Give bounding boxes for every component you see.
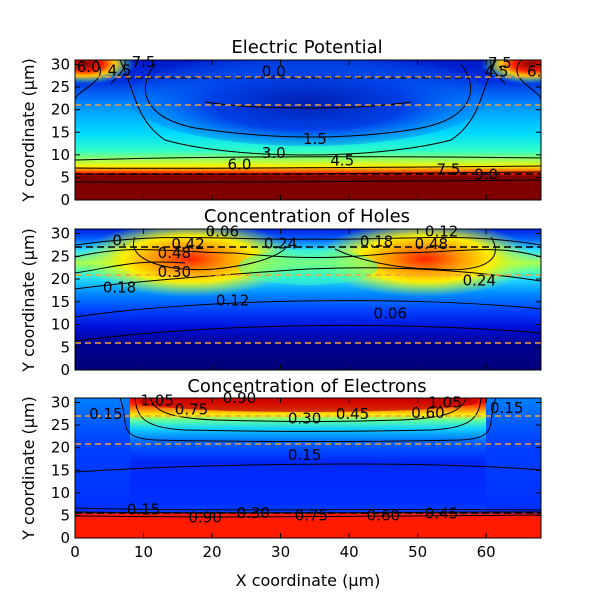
x-ticks: 0 10 20 30 40 50 60 bbox=[70, 398, 496, 561]
y-tick-label: 15 bbox=[51, 123, 70, 141]
contour-label: 0.12 bbox=[216, 291, 249, 309]
x-tick-label: 30 bbox=[271, 543, 290, 561]
plot-frame bbox=[74, 59, 542, 201]
y-tick-label: 25 bbox=[51, 416, 70, 434]
contour-label: 0.15 bbox=[89, 405, 122, 423]
y-tick-label: 5 bbox=[60, 506, 70, 524]
y-tick-label: 25 bbox=[51, 78, 70, 96]
contour-labels: 0. 0.420.480.060.240.300.180.120.480.18 0.… bbox=[103, 222, 496, 322]
y-tick-label: 30 bbox=[51, 394, 70, 412]
x-tick-label: 60 bbox=[477, 543, 496, 561]
contour-label: 0.06 bbox=[206, 222, 239, 240]
y-tick-label: 30 bbox=[51, 225, 70, 243]
contour-label: 9.0 bbox=[474, 165, 498, 183]
contour-label: 6.0 bbox=[228, 155, 252, 173]
x-tick-label: 50 bbox=[408, 543, 427, 561]
potential-panel: Electric Potential 6.0 4.5 7.50.0 7.54. bbox=[19, 37, 542, 209]
contour-label: 0.15 bbox=[288, 446, 321, 464]
contour-labels: 6.0 4.5 7.50.0 7.54.5 6.1.53.0 4.56.0 7.5 9.0 bbox=[77, 53, 542, 183]
contour-label: 0.75 bbox=[295, 506, 328, 524]
contour-label: 0.24 bbox=[264, 235, 297, 253]
x-ticks bbox=[74, 60, 487, 200]
contour-label: 1.5 bbox=[303, 130, 327, 148]
plot-frame bbox=[74, 228, 542, 371]
electrons-panel: Concentration of Electrons 0.151.05 0.900… bbox=[19, 376, 542, 561]
y-ticks: 0 5 10 15 20 25 30 bbox=[51, 394, 541, 547]
y-tick-label: 10 bbox=[51, 316, 70, 334]
contour-label: 0.12 bbox=[425, 222, 458, 240]
x-tick-label: 40 bbox=[340, 543, 359, 561]
y-tick-label: 5 bbox=[60, 338, 70, 356]
y-axis-label: Y coordinate (µm) bbox=[19, 396, 38, 541]
contour-label: 6. bbox=[527, 62, 541, 80]
panel-title: Concentration of Holes bbox=[204, 206, 410, 227]
contour-label: 0.18 bbox=[103, 279, 136, 297]
contour-label: 7.5 bbox=[488, 54, 512, 72]
contour-label: 0.60 bbox=[367, 506, 400, 524]
contour-label: 0.18 bbox=[360, 233, 393, 251]
panel-title: Electric Potential bbox=[231, 37, 382, 58]
x-axis-label: X coordinate (µm) bbox=[236, 571, 381, 590]
potential-plot-area bbox=[75, 60, 541, 200]
y-tick-label: 5 bbox=[60, 168, 70, 186]
contour-label: 0.90 bbox=[189, 509, 222, 527]
contour-label: 0. bbox=[112, 231, 126, 249]
contour-label: 0.30 bbox=[288, 409, 321, 427]
y-tick-label: 0 bbox=[60, 529, 70, 547]
contour-label: 0.0 bbox=[262, 62, 286, 80]
contour-label: 6.0 bbox=[77, 58, 101, 76]
y-tick-label: 20 bbox=[51, 439, 70, 457]
contour-label: 3.0 bbox=[262, 144, 286, 162]
x-tick-label: 10 bbox=[134, 543, 153, 561]
y-tick-label: 30 bbox=[51, 56, 70, 74]
contour-label: 0.06 bbox=[374, 305, 407, 323]
y-tick-label: 0 bbox=[60, 361, 70, 379]
contour-label: 0.45 bbox=[425, 505, 458, 523]
contour-label: 4.5 bbox=[330, 152, 354, 170]
plot-frame bbox=[74, 397, 542, 539]
contour-label: 4.5 bbox=[485, 62, 509, 80]
x-tick-label: 0 bbox=[70, 543, 80, 561]
y-axis-label: Y coordinate (µm) bbox=[19, 228, 38, 373]
contour-label: 0.15 bbox=[490, 399, 523, 417]
x-ticks bbox=[74, 229, 487, 370]
electrons-plot-area bbox=[75, 398, 541, 538]
contour-label: 0.48 bbox=[158, 244, 191, 262]
y-tick-label: 15 bbox=[51, 293, 70, 311]
y-tick-label: 10 bbox=[51, 484, 70, 502]
y-axis-label: Y coordinate (µm) bbox=[19, 58, 38, 203]
y-ticks: 0 5 10 15 20 25 30 bbox=[51, 225, 541, 379]
contour-label: 0.48 bbox=[415, 235, 448, 253]
y-tick-label: 0 bbox=[60, 191, 70, 209]
y-tick-label: 20 bbox=[51, 270, 70, 288]
contour-label: 0.42 bbox=[171, 235, 204, 253]
contour-label: 0.75 bbox=[175, 401, 208, 419]
contour-label: 7.5 bbox=[437, 161, 461, 179]
contour-label: 0.30 bbox=[158, 263, 191, 281]
y-tick-label: 10 bbox=[51, 146, 70, 164]
x-tick-label: 20 bbox=[203, 543, 222, 561]
y-tick-label: 20 bbox=[51, 101, 70, 119]
contour-label: 0.30 bbox=[236, 504, 269, 522]
y-tick-label: 25 bbox=[51, 247, 70, 265]
holes-panel: Concentration of Holes 0. 0.420.480.060.2… bbox=[19, 206, 542, 379]
contour-label: 0.60 bbox=[411, 404, 444, 422]
contour-label: 0.15 bbox=[127, 501, 160, 519]
y-ticks: 0 5 10 15 20 25 30 bbox=[51, 56, 541, 209]
contour-label: 0.24 bbox=[463, 271, 496, 289]
contour-label: 0.45 bbox=[336, 405, 369, 423]
contour-label: 4.5 bbox=[108, 61, 132, 79]
y-tick-label: 15 bbox=[51, 461, 70, 479]
contour-label: 1.05 bbox=[141, 391, 174, 409]
holes-plot-area bbox=[75, 229, 541, 370]
panel-title: Concentration of Electrons bbox=[187, 376, 426, 397]
